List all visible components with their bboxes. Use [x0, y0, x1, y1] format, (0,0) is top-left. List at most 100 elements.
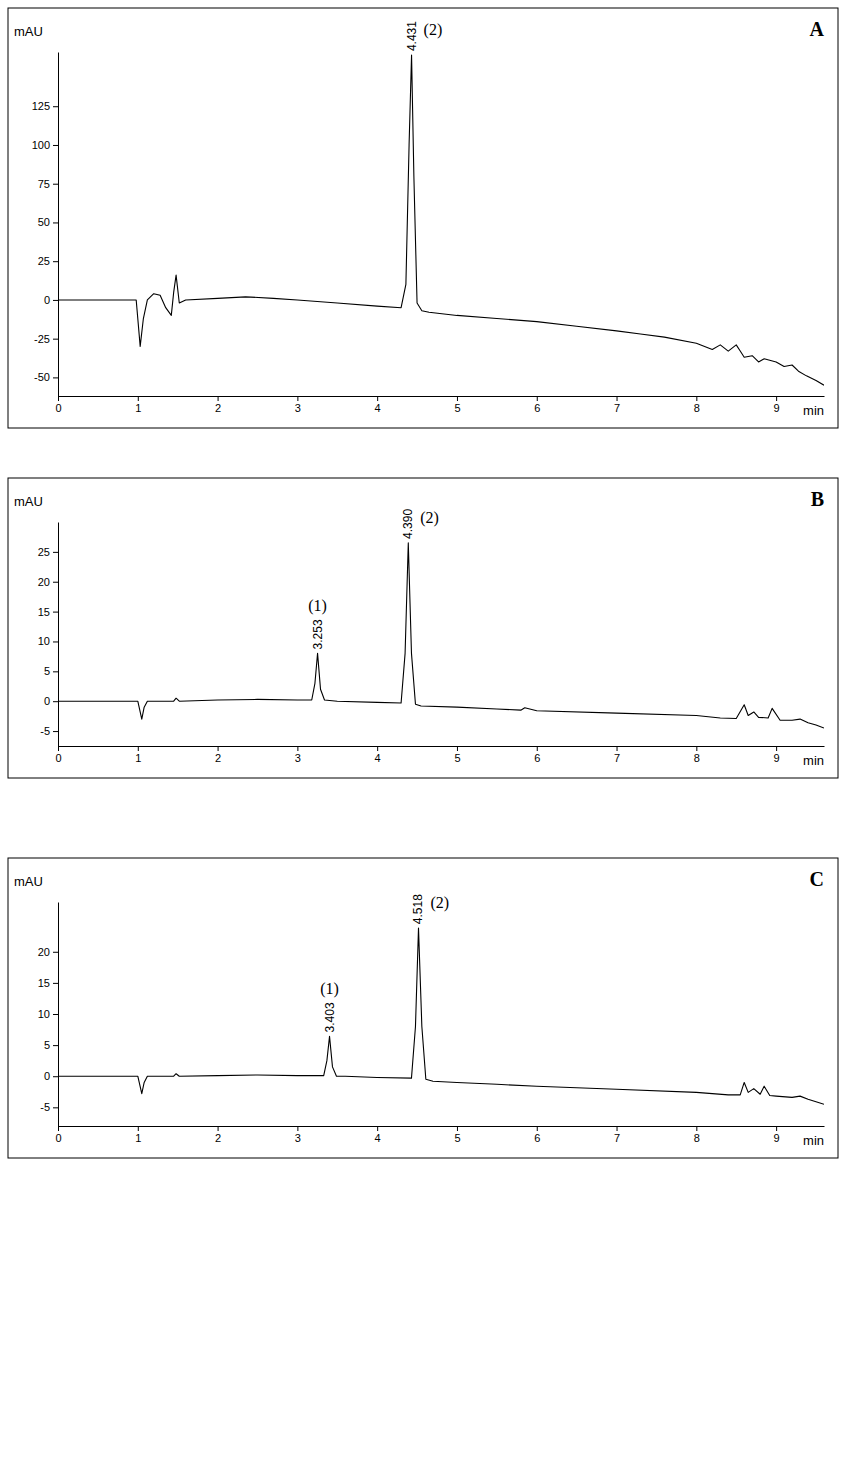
x-tick-mark — [58, 396, 59, 401]
x-tick-mark — [776, 1126, 777, 1131]
x-tick-mark — [696, 746, 697, 751]
plot-area — [58, 928, 824, 1104]
y-tick: -5 — [40, 725, 58, 737]
y-tick-label: 15 — [38, 977, 50, 989]
y-tick-label: 0 — [44, 294, 50, 306]
peak-number: (2) — [424, 21, 443, 39]
x-tick: 0 — [55, 1126, 61, 1144]
y-tick-mark — [53, 701, 58, 702]
x-tick-label: 0 — [55, 402, 61, 414]
y-tick-label: 125 — [32, 100, 50, 112]
y-tick: 100 — [32, 139, 58, 151]
x-tick-mark — [537, 1126, 538, 1131]
x-tick: 8 — [694, 1126, 700, 1144]
y-tick-label: 50 — [38, 216, 50, 228]
x-tick-label: 3 — [295, 1132, 301, 1144]
x-tick-mark — [218, 746, 219, 751]
x-tick-label: 9 — [774, 1132, 780, 1144]
x-tick: 7 — [614, 746, 620, 764]
y-tick: -25 — [34, 333, 58, 345]
y-tick-label: 100 — [32, 139, 50, 151]
x-axis-line — [59, 396, 825, 397]
y-tick-label: 15 — [38, 606, 50, 618]
y-axis-title: mAU — [14, 24, 43, 39]
y-tick-mark — [53, 261, 58, 262]
y-tick-label: -5 — [40, 1101, 50, 1113]
x-tick-label: 8 — [694, 752, 700, 764]
figure: 0123456789-50-250255075100125mAUminA4.43… — [0, 0, 846, 1483]
peak-time-label: 3.403 — [323, 1002, 337, 1032]
x-tick: 9 — [774, 396, 780, 414]
peak-time-label: 3.253 — [311, 619, 325, 649]
x-tick: 5 — [454, 1126, 460, 1144]
x-axis: 0123456789 — [55, 746, 824, 764]
x-tick: 2 — [215, 1126, 221, 1144]
x-axis-title: min — [803, 403, 824, 418]
y-tick: 15 — [38, 977, 58, 989]
y-tick-mark — [53, 300, 58, 301]
x-tick: 0 — [55, 746, 61, 764]
x-tick-mark — [377, 1126, 378, 1131]
x-tick: 1 — [135, 746, 141, 764]
x-tick-mark — [138, 1126, 139, 1131]
y-tick-label: -25 — [34, 333, 50, 345]
x-tick-mark — [537, 396, 538, 401]
panel: 0123456789-50-250255075100125mAUminA4.43… — [8, 8, 838, 428]
y-tick-label: 20 — [38, 576, 50, 588]
x-tick-mark — [617, 1126, 618, 1131]
x-tick-label: 4 — [375, 1132, 381, 1144]
x-tick-label: 2 — [215, 1132, 221, 1144]
x-tick: 3 — [295, 396, 301, 414]
y-tick-mark — [53, 184, 58, 185]
x-tick: 9 — [774, 1126, 780, 1144]
x-tick-label: 8 — [694, 402, 700, 414]
y-tick-mark — [53, 952, 58, 953]
panel-letter: C — [810, 868, 824, 890]
x-tick-mark — [138, 396, 139, 401]
x-tick: 2 — [215, 396, 221, 414]
y-tick: 75 — [38, 178, 58, 190]
y-tick-label: 20 — [38, 946, 50, 958]
x-tick-mark — [617, 396, 618, 401]
x-tick-label: 1 — [135, 1132, 141, 1144]
x-tick: 7 — [614, 396, 620, 414]
y-axis-line — [58, 903, 59, 1127]
x-tick-mark — [776, 396, 777, 401]
y-tick-label: 5 — [44, 665, 50, 677]
y-tick-mark — [53, 641, 58, 642]
x-tick-mark — [617, 746, 618, 751]
x-tick-label: 6 — [534, 1132, 540, 1144]
peak-time-label: 4.390 — [401, 509, 415, 539]
x-tick-mark — [138, 746, 139, 751]
x-tick-label: 1 — [135, 402, 141, 414]
y-tick-label: 0 — [44, 695, 50, 707]
y-tick-mark — [53, 671, 58, 672]
panel: 0123456789-50510152025mAUminB3.253(1)4.3… — [8, 478, 838, 778]
y-tick-label: 0 — [44, 1070, 50, 1082]
x-tick: 2 — [215, 746, 221, 764]
panel-frame — [8, 478, 838, 778]
y-tick: 15 — [38, 606, 58, 618]
x-tick-label: 4 — [375, 402, 381, 414]
y-tick: 50 — [38, 216, 58, 228]
x-tick-mark — [218, 1126, 219, 1131]
peak-number: (1) — [320, 980, 339, 998]
y-tick: 20 — [38, 946, 58, 958]
x-tick: 6 — [534, 746, 540, 764]
y-tick: 5 — [44, 665, 58, 677]
x-tick-mark — [457, 1126, 458, 1131]
x-tick-label: 9 — [774, 402, 780, 414]
y-tick-mark — [53, 582, 58, 583]
x-tick-mark — [776, 746, 777, 751]
y-tick-mark — [53, 731, 58, 732]
x-axis-line — [59, 746, 825, 747]
x-tick: 7 — [614, 1126, 620, 1144]
x-tick-label: 2 — [215, 402, 221, 414]
y-tick-label: 25 — [38, 255, 50, 267]
y-tick-mark — [53, 377, 58, 378]
x-tick: 6 — [534, 396, 540, 414]
x-tick: 4 — [375, 396, 381, 414]
y-tick: 125 — [32, 100, 58, 112]
x-tick-mark — [297, 396, 298, 401]
chromatogram-trace — [58, 928, 824, 1104]
